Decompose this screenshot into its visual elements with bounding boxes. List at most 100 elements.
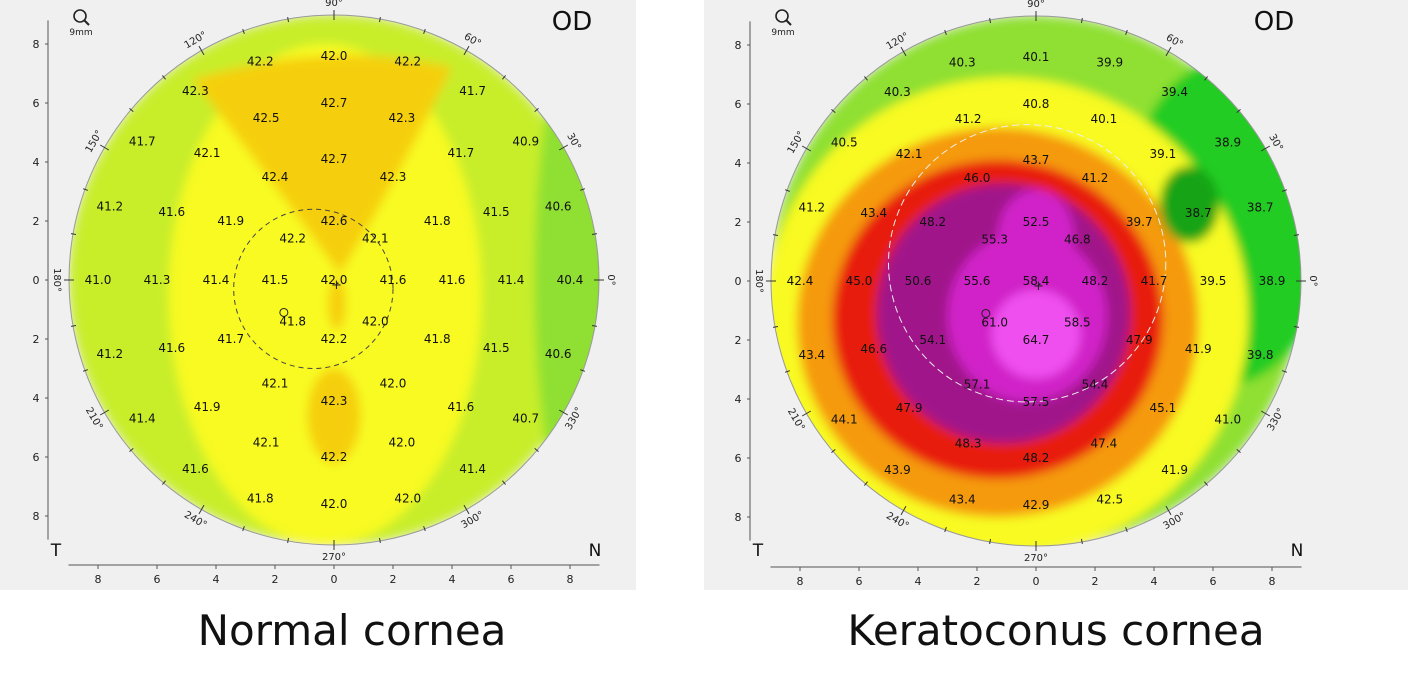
- center-mark-icon: +: [331, 278, 342, 293]
- zoom-icon[interactable]: [73, 9, 90, 26]
- angle-tick: [801, 410, 812, 417]
- keratometry-value: 41.5: [483, 205, 510, 219]
- angle-label: 240°: [182, 510, 208, 532]
- keratometry-value: 43.4: [949, 492, 976, 506]
- keratometry-value: 42.0: [321, 49, 348, 63]
- keratometry-value: 42.0: [394, 491, 421, 505]
- keratoconus-cornea-map: 8 6 4 2 0 2 4 6 8 8 6 4 2 0 2 4 6 8 90° 60° 30° 0° 330° 300° 270…: [735, 0, 1319, 588]
- keratometry-value: 42.0: [321, 273, 348, 287]
- bottom-axis-tick-label: 6: [154, 573, 161, 586]
- angle-tick: [989, 538, 991, 545]
- keratometry-value: 41.9: [194, 400, 221, 414]
- angle-tick: [1293, 326, 1300, 328]
- bottom-axis-tick-label: 0: [1033, 575, 1040, 588]
- angle-tick: [287, 537, 289, 544]
- keratometry-value: 41.6: [439, 273, 466, 287]
- keratometry-value: 39.7: [1126, 215, 1153, 229]
- keratometry-value: 39.5: [1200, 274, 1227, 288]
- bottom-axis-tick-label: 8: [95, 573, 102, 586]
- angle-tick: [801, 145, 812, 152]
- keratometry-value: 42.0: [321, 497, 348, 511]
- center-mark-icon: +: [1033, 279, 1044, 294]
- keratometry-value: 47.9: [1126, 333, 1153, 347]
- angle-tick: [591, 325, 598, 327]
- angle-tick: [784, 189, 790, 192]
- angle-tick: [129, 107, 134, 112]
- left-axis-tick-label: 6: [33, 451, 40, 464]
- keratometry-value: 42.0: [388, 435, 415, 449]
- keratometry-value: 40.7: [512, 412, 539, 426]
- angle-tick: [534, 107, 539, 112]
- keratometry-value: 42.9: [1023, 498, 1050, 512]
- angle-tick: [558, 144, 569, 151]
- keratometry-value: 58.5: [1064, 315, 1091, 329]
- angle-tick: [1165, 505, 1172, 516]
- zoom-label: 9mm: [69, 28, 92, 38]
- angle-tick: [161, 480, 166, 485]
- angle-label: 240°: [884, 511, 910, 533]
- angle-label: 300°: [460, 510, 486, 532]
- angle-tick: [580, 369, 586, 372]
- keratometry-value: 43.4: [860, 206, 887, 220]
- bottom-axis-tick-label: 8: [797, 575, 804, 588]
- keratometry-value: 40.5: [831, 135, 858, 149]
- angle-tick: [82, 188, 88, 191]
- angle-tick: [1236, 108, 1241, 113]
- nasal-label: N: [1291, 541, 1304, 561]
- zoom-icon[interactable]: [775, 9, 792, 26]
- keratometry-value: 41.5: [483, 341, 510, 355]
- bottom-axis-tick-label: 6: [508, 573, 515, 586]
- angle-tick: [1081, 538, 1083, 545]
- angle-label: 210°: [83, 406, 105, 432]
- keratometry-value: 48.2: [1023, 451, 1050, 465]
- angle-label: 330°: [564, 406, 586, 432]
- bottom-axis-tick-label: 6: [1210, 575, 1217, 588]
- keratometry-value: 42.2: [321, 332, 348, 346]
- keratometry-value: 40.9: [512, 134, 539, 148]
- angle-label: 0°: [1307, 275, 1318, 286]
- angle-tick: [558, 409, 569, 416]
- left-axis-tick-label: 6: [33, 97, 40, 110]
- keratometry-value: 42.2: [394, 55, 421, 69]
- angle-tick: [772, 326, 779, 328]
- angle-tick: [900, 46, 907, 57]
- keratometry-value: 46.0: [964, 171, 991, 185]
- keratometry-value: 41.4: [203, 273, 230, 287]
- angle-tick: [900, 505, 907, 516]
- normal-cornea-map: 8 6 4 2 0 2 4 6 8 8 6 4 2 0 2 4 6 8 90° 60° 30° 0° 330° 300° 270…: [33, 0, 617, 586]
- keratometry-value: 57.1: [964, 377, 991, 391]
- angle-label: 30°: [1266, 132, 1284, 153]
- keratometry-value: 61.0: [981, 315, 1008, 329]
- bottom-axis-tick-label: 4: [915, 575, 922, 588]
- angle-tick: [463, 504, 470, 515]
- left-axis-tick-label: 8: [33, 38, 40, 51]
- angle-label: 330°: [1266, 407, 1288, 433]
- pupil-center-icon: [981, 308, 991, 318]
- left-axis-tick-label: 2: [33, 215, 40, 228]
- keratometry-value: 45.1: [1149, 401, 1176, 415]
- keratometry-value: 42.7: [321, 152, 348, 166]
- bottom-axis: 8 6 4 2 0 2 4 6 8: [68, 564, 600, 586]
- angle-tick: [99, 144, 110, 151]
- keratometry-value: 41.6: [380, 273, 407, 287]
- angle-tick: [863, 76, 868, 81]
- keratometry-value: 41.9: [1161, 463, 1188, 477]
- angle-tick: [534, 448, 539, 453]
- keratometry-value: 40.8: [1023, 97, 1050, 111]
- keratometry-value: 41.8: [424, 332, 451, 346]
- left-axis-tick-label: 6: [735, 452, 742, 465]
- angle-tick: [1282, 370, 1288, 373]
- keratometry-value: 40.3: [949, 56, 976, 70]
- keratometry-value: 39.4: [1161, 85, 1188, 99]
- keratometry-values: 42.2 42.0 42.2 42.3 42.7 41.7 42.5 42.3 41.7 42.1…: [85, 49, 584, 511]
- angle-tick: [772, 234, 779, 236]
- pink-zone: [991, 289, 1081, 379]
- keratometry-value: 42.2: [321, 450, 348, 464]
- keratometry-value: 52.5: [1023, 215, 1050, 229]
- angle-tick: [423, 526, 426, 532]
- angle-label: 0°: [605, 274, 616, 285]
- bottom-axis-tick-label: 8: [567, 573, 574, 586]
- angle-tick: [1236, 449, 1241, 454]
- angle-label: 180°: [51, 268, 62, 292]
- keratometry-value: 40.1: [1023, 50, 1050, 64]
